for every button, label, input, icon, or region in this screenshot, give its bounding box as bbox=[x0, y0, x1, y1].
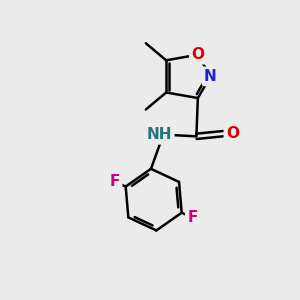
Text: NH: NH bbox=[147, 128, 172, 142]
Text: N: N bbox=[204, 69, 217, 84]
Text: O: O bbox=[226, 126, 239, 141]
Text: F: F bbox=[187, 210, 198, 225]
Text: O: O bbox=[191, 47, 204, 62]
Text: F: F bbox=[110, 174, 120, 189]
